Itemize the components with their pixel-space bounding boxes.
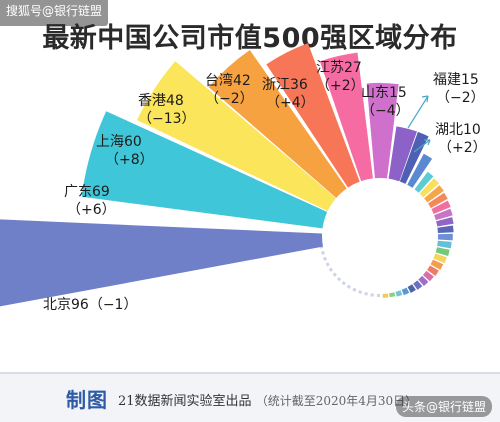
label-beijing: 北京96（−1） <box>43 297 137 313</box>
bar-北京 <box>0 219 323 307</box>
fujian-leader-arrow <box>421 95 429 103</box>
minor-bar <box>427 265 439 276</box>
label-hubei: 湖北10 <box>435 122 481 138</box>
label-shanghai-change: （+8） <box>105 152 154 168</box>
minor-bar <box>376 293 380 297</box>
minor-bar <box>346 284 351 289</box>
label-guangdong-change: （+6） <box>67 202 116 218</box>
label-jiangsu-change: （+2） <box>316 78 365 94</box>
label-zhejiang-change: （+4） <box>266 95 315 111</box>
watermark-top: 搜狐号@银行链盟 <box>0 0 109 26</box>
bar-上海 <box>136 61 336 212</box>
minor-bar <box>389 292 396 298</box>
minor-bar <box>431 200 451 214</box>
label-hongkong-change: （−13） <box>138 111 196 127</box>
minor-bar <box>328 267 334 272</box>
labels-group: 北京96（−1） 广东69 （+6） 上海60 （+8） 香港48 （−13） … <box>43 60 487 313</box>
label-shanghai: 上海60 <box>96 134 142 150</box>
label-shandong-change: （−4） <box>361 103 410 119</box>
minor-bar <box>321 251 325 255</box>
bar-山东 <box>388 126 417 182</box>
minor-bar <box>434 208 453 221</box>
bar-台湾 <box>266 43 360 188</box>
minor-bar <box>436 217 454 227</box>
label-hongkong: 香港48 <box>138 93 184 109</box>
label-taiwan-change: （−2） <box>205 91 254 107</box>
minor-bar <box>336 277 342 282</box>
minor-bar <box>437 225 454 234</box>
minor-bar <box>435 247 450 257</box>
footer-divider <box>0 372 500 374</box>
minor-bars-group <box>319 171 454 298</box>
minor-bar <box>422 270 434 282</box>
footer-source-text: 21数据新闻实验室出品 <box>118 394 252 409</box>
chart-title: 最新中国公司市值500强区域分布 <box>42 23 458 54</box>
footer-source: 21数据新闻实验室出品 （统计截至2020年4月30日） <box>118 390 417 409</box>
footer: 制图 21数据新闻实验室出品 （统计截至2020年4月30日） <box>0 374 500 422</box>
minor-bar <box>418 275 429 286</box>
minor-bar <box>323 256 328 261</box>
footer-note: （统计截至2020年4月30日） <box>255 394 418 408</box>
hubei-leader-line <box>413 139 431 153</box>
bar-湖北 <box>407 153 433 188</box>
radial-bar-chart: 北京96（−1） 广东69 （+6） 上海60 （+8） 香港48 （−13） … <box>0 43 487 313</box>
minor-bar <box>370 293 374 297</box>
bar-香港 <box>208 50 347 198</box>
fujian-leader-line <box>407 95 429 129</box>
label-guangdong: 广东69 <box>64 184 110 200</box>
minor-bar <box>401 287 410 296</box>
label-hubei-change: （+2） <box>438 140 487 156</box>
hubei-leader-arrow <box>424 139 431 146</box>
minor-bar <box>433 253 447 264</box>
label-taiwan: 台湾42 <box>205 72 251 89</box>
major-bars-group <box>0 43 433 307</box>
minor-bar <box>364 292 368 296</box>
label-jiangsu: 江苏27 <box>316 60 362 76</box>
bar-福建 <box>399 131 429 184</box>
label-zhejiang: 浙江36 <box>262 77 308 93</box>
bar-江苏 <box>366 82 399 179</box>
minor-bar <box>332 272 337 277</box>
minor-bar <box>407 284 416 293</box>
minor-bar <box>341 281 346 286</box>
minor-bar <box>419 178 440 198</box>
minor-bar <box>437 233 453 241</box>
label-shandong: 山东15 <box>361 85 407 101</box>
minor-bar <box>352 287 357 292</box>
minor-bar <box>414 171 434 193</box>
label-fujian-change: （−2） <box>436 90 485 106</box>
minor-bar <box>395 290 403 297</box>
bar-浙江 <box>319 52 373 182</box>
minor-bar <box>382 293 389 298</box>
minor-bar <box>428 192 448 209</box>
watermark-bottom: 头条@银行链盟 <box>395 396 492 417</box>
footer-logo: 制图 <box>66 388 108 412</box>
minor-bar <box>325 262 330 267</box>
minor-bar <box>413 280 423 290</box>
leader-lines <box>407 95 431 153</box>
minor-bar <box>424 185 444 203</box>
minor-bar <box>358 290 363 295</box>
minor-bar <box>430 259 444 270</box>
bar-广东 <box>81 111 328 229</box>
label-fujian: 福建15 <box>433 72 479 88</box>
minor-bar <box>437 240 452 249</box>
